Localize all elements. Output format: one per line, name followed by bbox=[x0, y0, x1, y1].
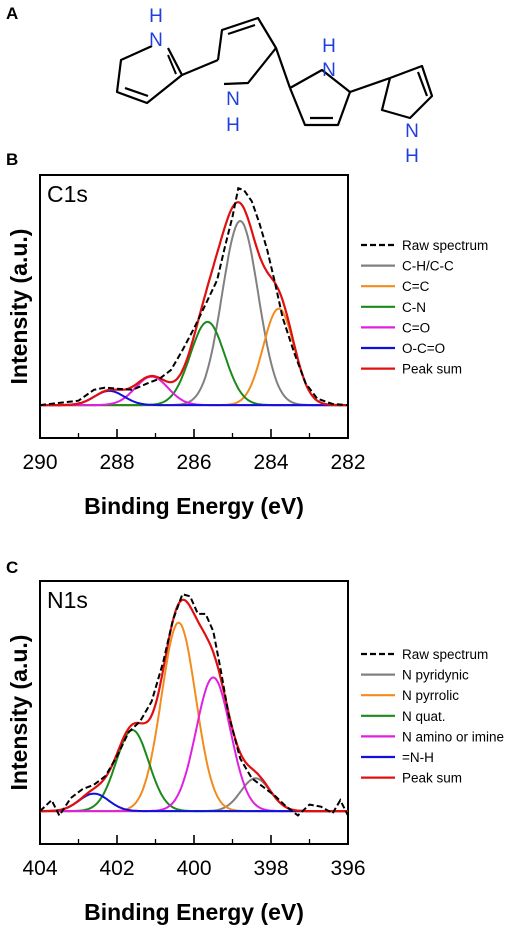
legend-label: N pyridynic bbox=[402, 668, 469, 683]
x-tick-label: 286 bbox=[176, 451, 211, 474]
x-tick-label: 396 bbox=[330, 857, 365, 880]
legend-label: N quat. bbox=[402, 709, 446, 724]
nh-label-h2: H bbox=[226, 115, 240, 136]
legend-label: N pyrrolic bbox=[402, 688, 459, 703]
x-tick-label: 398 bbox=[253, 857, 288, 880]
nh-label-n4: N bbox=[405, 121, 419, 142]
x-tick-label: 402 bbox=[99, 857, 134, 880]
legend: Raw spectrum N pyridynic N pyrrolic N quat.… bbox=[361, 647, 504, 786]
n1s-spectrum-chart: 404 402 400 398 396 Binding Energy (eV) Intens… bbox=[6, 580, 504, 925]
legend-label: C-N bbox=[402, 300, 426, 315]
nh-label-h1: H bbox=[149, 6, 163, 27]
x-tick-label: 288 bbox=[99, 451, 134, 474]
x-tick-label: 282 bbox=[330, 451, 365, 474]
x-tick-label: 284 bbox=[253, 451, 288, 474]
legend-label: O-C=O bbox=[402, 341, 445, 356]
legend-label: Peak sum bbox=[402, 362, 462, 377]
y-axis-label: Intensity (a.u.) bbox=[6, 635, 32, 791]
peak-sum-line bbox=[40, 598, 348, 813]
raw-spectrum-line bbox=[40, 186, 348, 407]
inset-label: N1s bbox=[47, 587, 88, 613]
component-peak-1 bbox=[40, 219, 348, 407]
panel-label-a: A bbox=[6, 4, 19, 23]
molecule-bonds bbox=[115, 16, 434, 127]
legend-label: Raw spectrum bbox=[402, 647, 488, 662]
y-axis-label: Intensity (a.u.) bbox=[6, 229, 32, 385]
legend: Raw spectrum C-H/C-C C=C C-N C=O O-C=O Peak su… bbox=[361, 238, 488, 377]
legend-label: C=O bbox=[402, 320, 430, 335]
peak-sum-line bbox=[40, 201, 348, 407]
component-peak-5 bbox=[40, 792, 348, 813]
panel-label-c: C bbox=[6, 558, 19, 577]
legend-label: Peak sum bbox=[402, 771, 462, 786]
component-peak-4 bbox=[40, 676, 348, 813]
x-tick-label: 400 bbox=[176, 857, 211, 880]
c1s-spectrum-chart: 290 288 286 284 282 Binding Energy (eV) Intens… bbox=[6, 174, 488, 519]
component-peak-2 bbox=[40, 307, 348, 407]
x-axis-label: Binding Energy (eV) bbox=[84, 493, 304, 519]
nh-label-h4: H bbox=[405, 146, 419, 167]
legend-label: N amino or imine bbox=[402, 729, 504, 744]
nh-label-n3: N bbox=[322, 60, 336, 81]
legend-label: =N-H bbox=[402, 750, 434, 765]
panel-label-b: B bbox=[6, 150, 19, 169]
molecule-nh-labels: H N N H H N N H bbox=[149, 6, 419, 167]
molecule-structure: H N N H H N N H bbox=[115, 6, 434, 167]
x-axis-label: Binding Energy (eV) bbox=[84, 899, 304, 925]
legend-label: Raw spectrum bbox=[402, 238, 488, 253]
inset-label: C1s bbox=[47, 181, 88, 207]
plot-area bbox=[40, 186, 348, 407]
x-tick-label: 290 bbox=[22, 451, 57, 474]
raw-spectrum-line bbox=[40, 592, 348, 818]
nh-label-h3: H bbox=[322, 36, 336, 57]
plot-frame bbox=[39, 580, 349, 845]
plot-area bbox=[40, 592, 348, 818]
nh-label-n1: N bbox=[149, 30, 163, 51]
component-peak-2 bbox=[40, 621, 348, 813]
legend-label: C-H/C-C bbox=[402, 259, 454, 274]
x-tick-label: 404 bbox=[22, 857, 57, 880]
nh-label-n2: N bbox=[226, 89, 240, 110]
legend-label: C=C bbox=[402, 279, 430, 294]
